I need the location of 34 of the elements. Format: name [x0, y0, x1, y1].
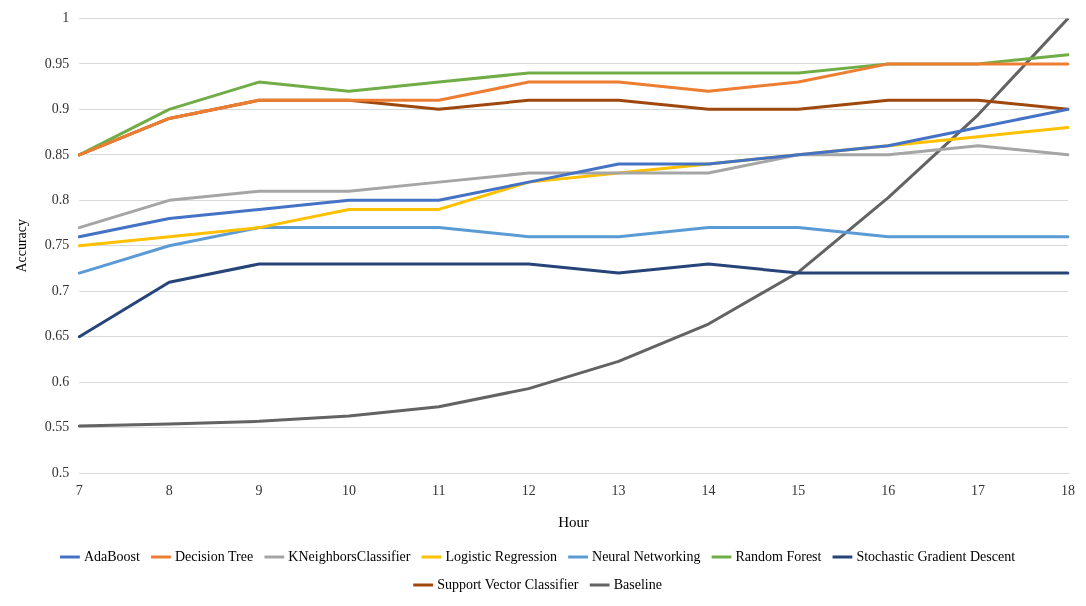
y-tick-label: 0.75 [44, 237, 70, 253]
x-tick-label: 16 [881, 483, 896, 499]
legend-label: KNeighborsClassifier [288, 548, 411, 564]
legend-label: Stochastic Gradient Descent [856, 548, 1016, 564]
y-tick-label: 0.8 [51, 191, 70, 207]
legend-label: Random Forest [735, 548, 822, 564]
x-tick-label: 15 [791, 483, 806, 499]
y-tick-label: 0.9 [51, 101, 70, 117]
legend-label: Baseline [613, 576, 662, 592]
x-tick-label: 17 [971, 483, 986, 499]
y-tick-label: 1 [62, 10, 70, 26]
y-axis-title: Accuracy [14, 218, 30, 273]
x-tick-label: 14 [701, 483, 716, 499]
legend-label: AdaBoost [83, 548, 141, 564]
y-tick-label: 0.85 [44, 146, 70, 162]
x-tick-label: 11 [432, 483, 446, 499]
x-axis-title: Hour [558, 513, 590, 530]
y-tick-label: 0.6 [51, 373, 70, 389]
y-tick-label: 0.5 [51, 464, 70, 480]
x-tick-label: 8 [165, 483, 173, 499]
x-tick-label: 12 [521, 483, 536, 499]
legend-label: Support Vector Classifier [437, 576, 579, 592]
x-tick-label: 18 [1061, 483, 1075, 499]
y-tick-label: 0.7 [51, 282, 70, 298]
y-tick-label: 0.65 [44, 328, 70, 344]
x-tick-label: 13 [611, 483, 626, 499]
x-tick-label: 7 [75, 483, 83, 499]
legend-label: Logistic Regression [445, 548, 558, 564]
y-tick-label: 0.95 [44, 55, 70, 71]
y-tick-label: 0.55 [44, 419, 70, 435]
x-tick-label: 9 [255, 483, 263, 499]
legend-label: Decision Tree [174, 548, 254, 564]
legend-label: Neural Networking [592, 548, 701, 564]
x-tick-label: 10 [341, 483, 356, 499]
